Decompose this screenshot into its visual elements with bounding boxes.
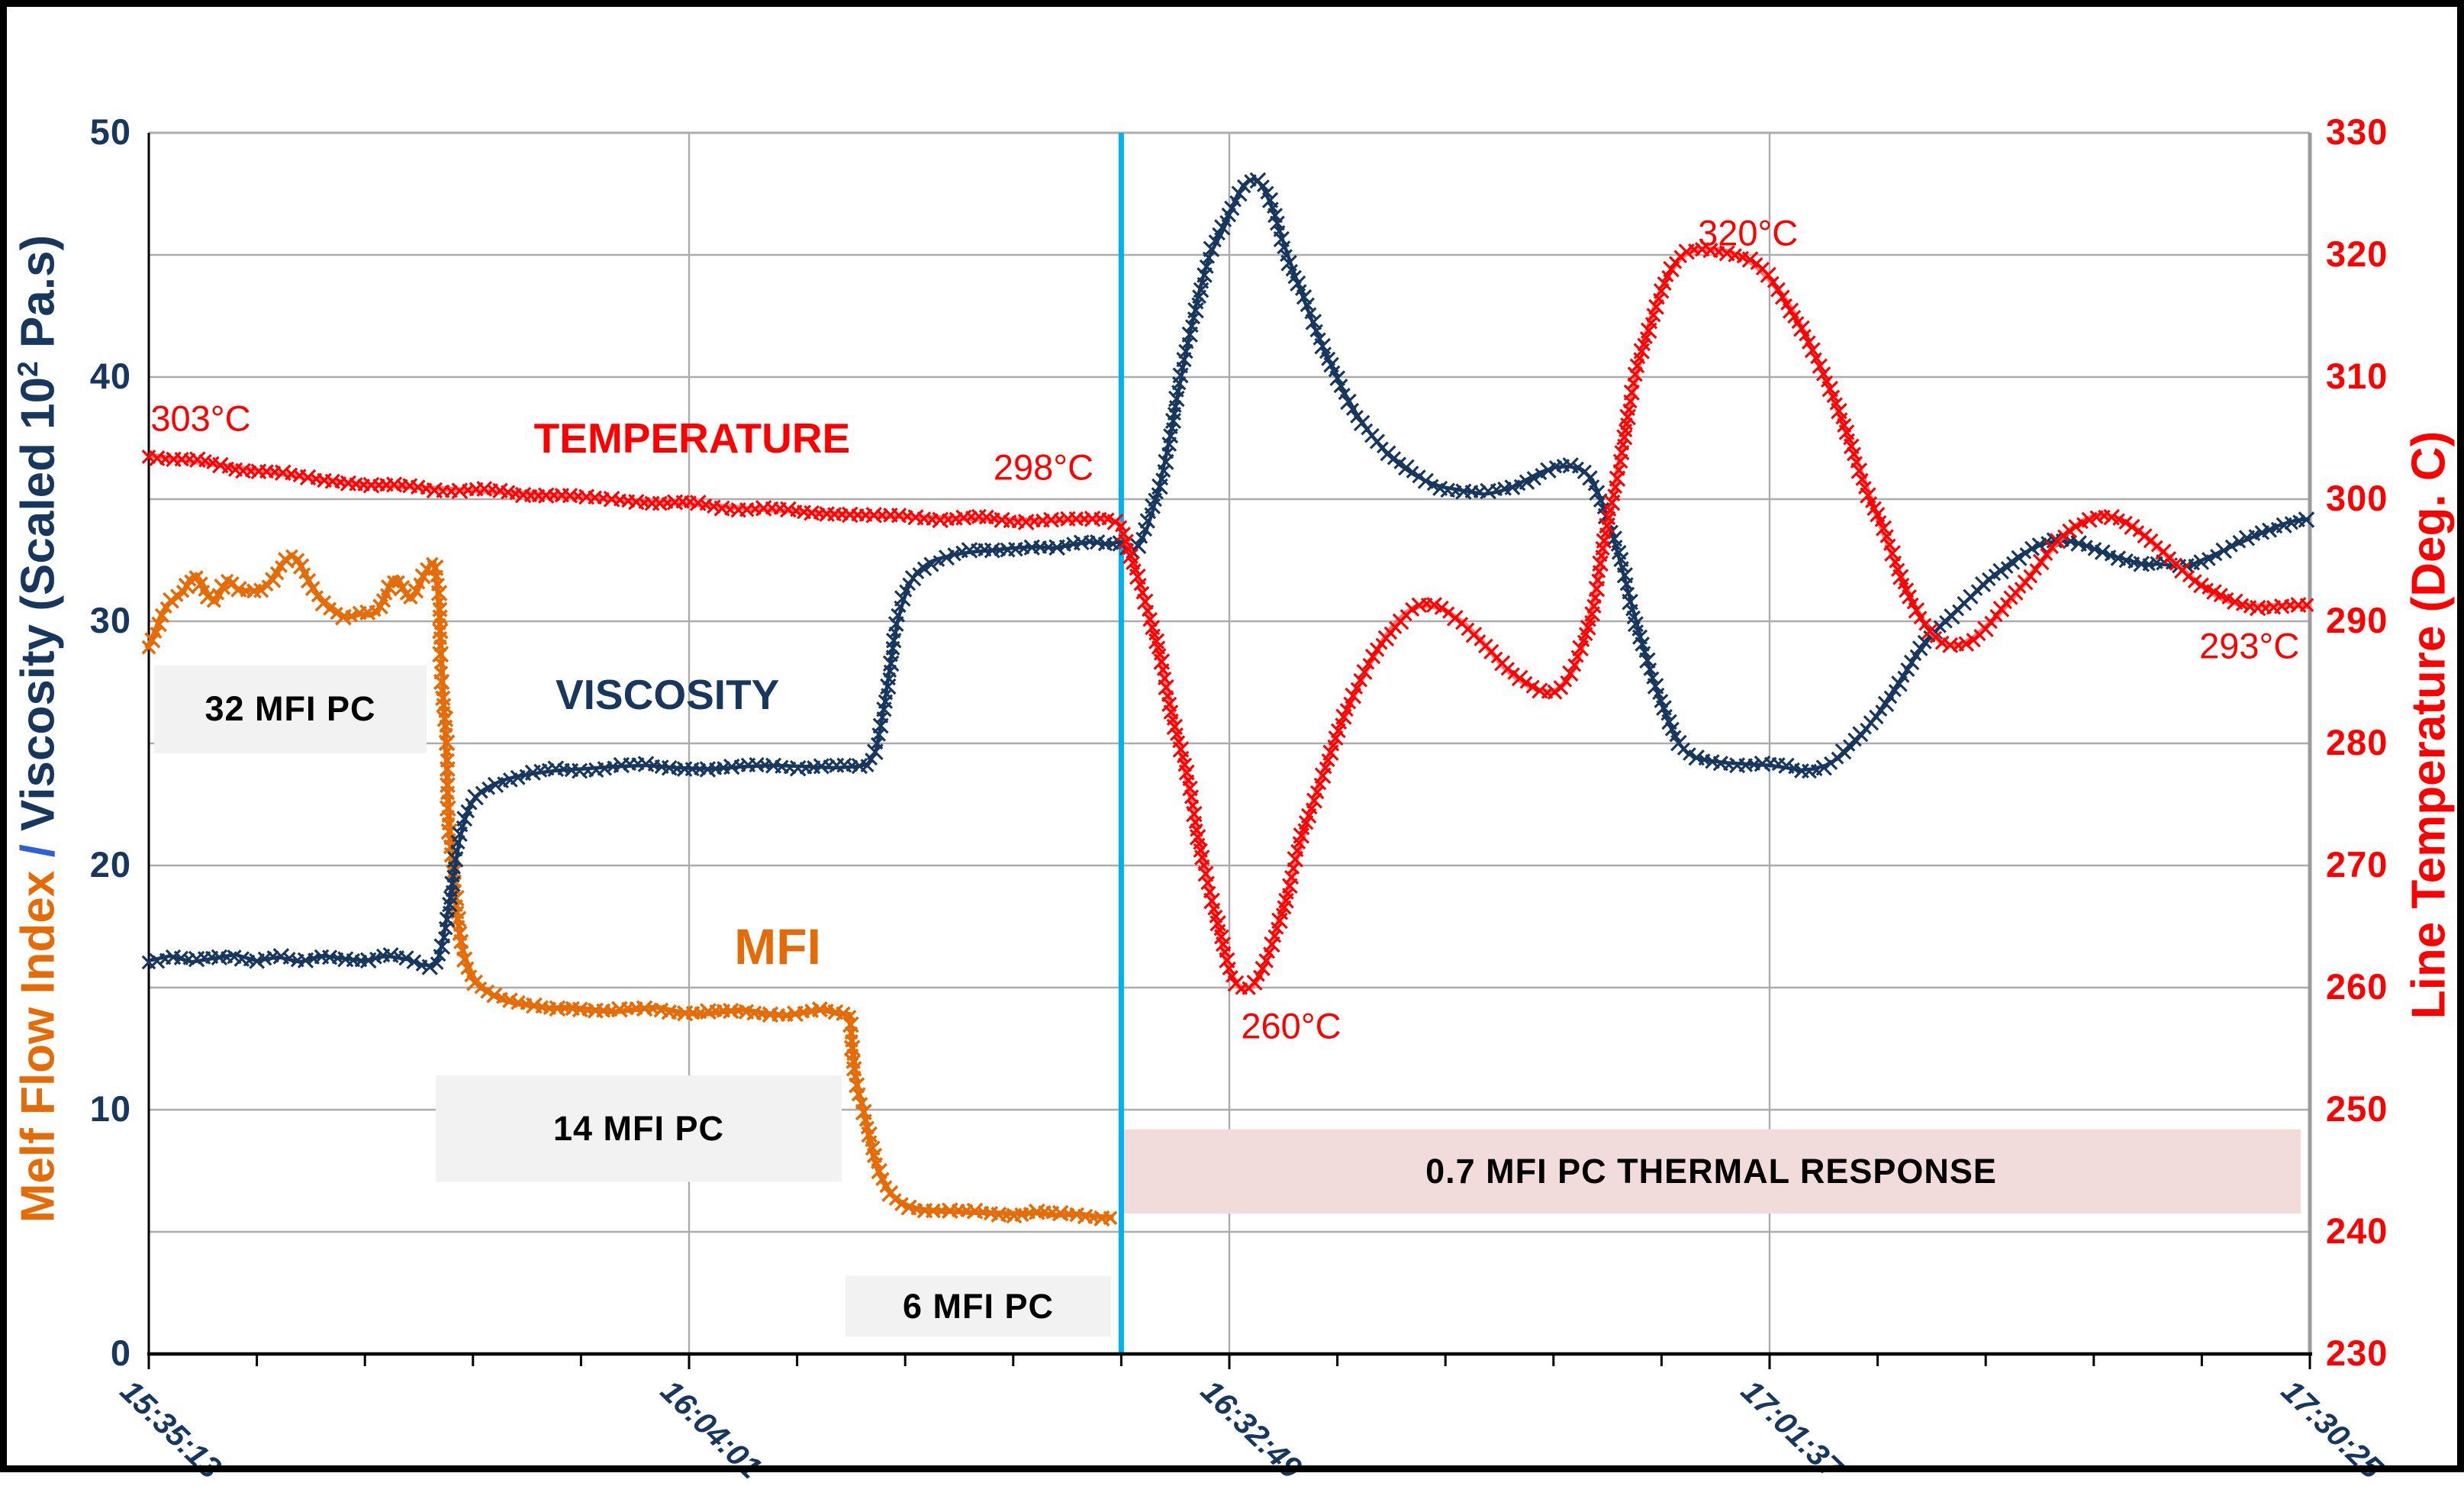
temp-end-callout: 293°C	[2199, 625, 2300, 666]
y-right-tick-330: 330	[2326, 111, 2388, 152]
y-left-tick-0: 0	[110, 1333, 131, 1373]
y-right-tick-240: 240	[2326, 1210, 2388, 1251]
y-axis-left-title-part: (Scaled 10	[11, 376, 65, 624]
temp-start-callout: 303°C	[150, 398, 251, 439]
y-right-tick-290: 290	[2326, 600, 2388, 640]
axes-and-ticks	[147, 133, 2312, 1369]
temperature-series-label: TEMPERATURE	[533, 414, 851, 462]
viscosity-markers	[141, 172, 2315, 975]
callout-box-fills	[154, 665, 2301, 1337]
y-axis-left-title-part: Viscosity	[11, 624, 65, 831]
y-left-tick-30: 30	[89, 600, 131, 640]
y-right-tick-260: 260	[2326, 966, 2388, 1007]
y-left-tick-40: 40	[89, 356, 131, 396]
label-mfi-32-box: 32 MFI PC	[205, 689, 376, 729]
y-axis-left-title-part: /	[11, 830, 65, 871]
y-axis-left-title-part: 2	[11, 361, 43, 377]
mfi-markers	[141, 549, 1118, 1227]
y-right-tick-230: 230	[2326, 1333, 2388, 1373]
y-axis-left-title-part: Pa.s)	[11, 234, 65, 362]
gridlines	[149, 131, 2312, 1354]
temp-precool-callout: 298°C	[993, 446, 1094, 488]
mfi-6-box	[845, 1275, 1112, 1337]
y-axis-right-title: Line Temperature (Deg. C)	[2402, 430, 2456, 1020]
y-left-tick-50: 50	[89, 111, 131, 152]
series-viscosity	[141, 172, 2315, 975]
thermal-response-box	[1121, 1129, 2301, 1214]
viscosity-series-label: VISCOSITY	[555, 671, 780, 718]
mfi-14-box	[436, 1075, 842, 1182]
y-right-tick-250: 250	[2326, 1088, 2388, 1129]
mfi-32-box	[154, 665, 427, 753]
y-left-tick-10: 10	[89, 1088, 131, 1129]
y-right-tick-270: 270	[2326, 844, 2388, 885]
series-layer	[141, 172, 2315, 1227]
y-right-tick-320: 320	[2326, 234, 2388, 274]
y-right-tick-280: 280	[2326, 722, 2388, 762]
label-mfi-14-box: 14 MFI PC	[552, 1108, 725, 1148]
y-right-tick-300: 300	[2326, 478, 2388, 518]
y-left-tick-20: 20	[89, 844, 131, 885]
y-axis-left-title: Melf Flow Index / Viscosity (Scaled 102 …	[11, 235, 66, 1223]
temperature-markers	[141, 242, 2314, 995]
y-right-tick-310: 310	[2326, 356, 2388, 396]
temp-min-callout: 260°C	[1241, 1005, 1342, 1046]
mfi-series-label: MFI	[734, 917, 821, 975]
series-temperature	[141, 242, 2314, 995]
temp-max-callout: 320°C	[1698, 212, 1799, 253]
label-thermal-response-box: 0.7 MFI PC THERMAL RESPONSE	[1425, 1151, 1997, 1191]
y-axis-left-title-part: Melf Flow Index	[11, 870, 65, 1223]
label-mfi-6-box: 6 MFI PC	[903, 1286, 1055, 1326]
